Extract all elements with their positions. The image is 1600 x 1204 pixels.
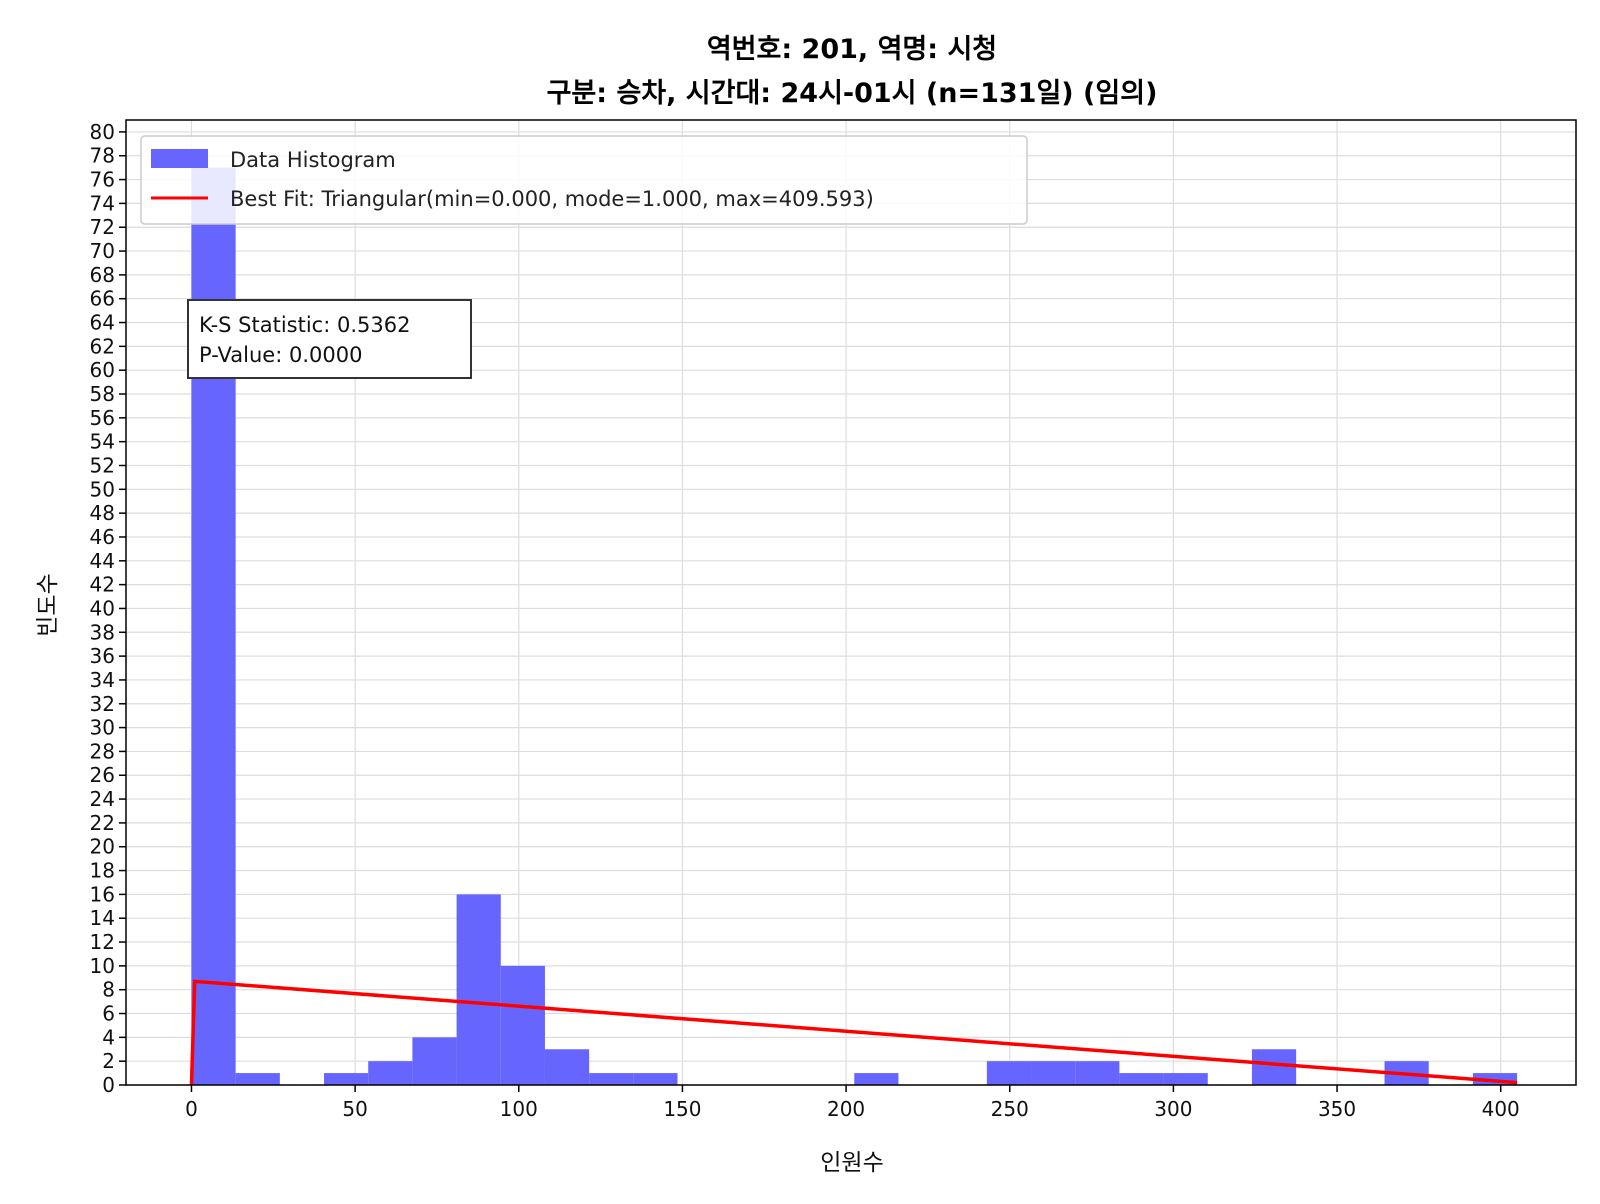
y-tick-label: 12 [90, 930, 115, 954]
y-tick-label: 16 [90, 882, 115, 906]
y-tick-label: 14 [90, 906, 115, 930]
ks-statistic-text: K-S Statistic: 0.5362 [199, 313, 410, 337]
y-tick-label: 70 [90, 239, 115, 263]
histogram-bar [854, 1073, 899, 1085]
y-tick-label: 36 [90, 644, 115, 668]
histogram-bar [544, 1049, 590, 1085]
y-tick-label: 28 [90, 739, 115, 763]
legend: Data Histogram Best Fit: Triangular(min=… [140, 135, 1028, 225]
y-tick-label: 26 [90, 763, 115, 787]
y-tick-label: 24 [90, 787, 115, 811]
stats-box-frame [187, 299, 472, 379]
legend-fit-label: Best Fit: Triangular(min=0.000, mode=1.0… [230, 187, 874, 211]
y-tick-label: 54 [90, 430, 115, 454]
histogram-bar [235, 1073, 280, 1085]
x-axis-ticks: 0 50 100 150 200 250 300 350 400 [185, 1085, 1520, 1121]
y-tick-label: 48 [90, 501, 115, 525]
y-tick-label: 6 [102, 1002, 115, 1026]
histogram-bar [986, 1061, 1032, 1085]
histogram-bar [324, 1073, 369, 1085]
histogram-bar [1251, 1049, 1297, 1085]
y-tick-label: 30 [90, 716, 115, 740]
x-tick-label: 150 [663, 1097, 701, 1121]
y-tick-label: 22 [90, 811, 115, 835]
y-tick-label: 44 [90, 549, 115, 573]
fit-line [189, 979, 1518, 1086]
y-tick-label: 58 [90, 382, 115, 406]
histogram-bar [1031, 1061, 1076, 1085]
x-tick-label: 200 [827, 1097, 865, 1121]
histogram-bar [456, 894, 501, 1085]
histogram-bar [633, 1073, 678, 1085]
stats-box: K-S Statistic: 0.5362 P-Value: 0.0000 [187, 299, 472, 379]
y-tick-label: 68 [90, 263, 115, 287]
x-axis-label: 인원수 [820, 1150, 883, 1176]
y-tick-label: 46 [90, 525, 115, 549]
plot-frame [125, 119, 1577, 1086]
y-tick-label: 42 [90, 573, 115, 597]
y-tick-label: 64 [90, 311, 115, 335]
x-tick-label: 50 [342, 1097, 367, 1121]
y-tick-label: 10 [90, 954, 115, 978]
y-axis-label: 빈도수 [35, 573, 61, 636]
y-tick-label: 52 [90, 453, 115, 477]
chart-title-line-1: 역번호: 201, 역명: 시청 [707, 34, 997, 65]
y-tick-label: 40 [90, 596, 115, 620]
histogram-bar [1163, 1073, 1208, 1085]
legend-histogram-swatch [151, 149, 208, 168]
y-tick-label: 32 [90, 692, 115, 716]
y-tick-label: 2 [102, 1049, 115, 1073]
x-tick-label: 0 [185, 1097, 198, 1121]
histogram-bar [368, 1061, 413, 1085]
y-tick-label: 8 [102, 978, 115, 1002]
histogram-bar [1472, 1073, 1518, 1085]
chart-title-line-2: 구분: 승차, 시간대: 24시-01시 (n=131일) (임의) [547, 78, 1158, 109]
y-tick-label: 78 [90, 144, 115, 168]
histogram-bar [1119, 1073, 1164, 1085]
y-tick-label: 56 [90, 406, 115, 430]
histogram-bar [589, 1073, 634, 1085]
grid-lines [126, 120, 1576, 1086]
y-tick-label: 76 [90, 168, 115, 192]
x-tick-label: 400 [1482, 1097, 1520, 1121]
x-tick-label: 350 [1318, 1097, 1356, 1121]
fit-line-layer [189, 979, 1518, 1086]
y-tick-label: 4 [102, 1025, 115, 1049]
y-axis-ticks: 0246810121416182022242628303234363840424… [90, 120, 126, 1097]
y-tick-label: 80 [90, 120, 115, 144]
histogram-bar [1075, 1061, 1120, 1085]
p-value-text: P-Value: 0.0000 [199, 343, 362, 367]
y-tick-label: 62 [90, 334, 115, 358]
histogram-bar [412, 1037, 457, 1085]
y-tick-label: 72 [90, 215, 115, 239]
x-tick-label: 300 [1154, 1097, 1192, 1121]
y-tick-label: 50 [90, 477, 115, 501]
histogram-bar [500, 965, 545, 1085]
legend-histogram-label: Data Histogram [230, 148, 396, 172]
y-tick-label: 18 [90, 859, 115, 883]
y-tick-label: 66 [90, 287, 115, 311]
y-tick-label: 74 [90, 191, 115, 215]
y-tick-label: 20 [90, 835, 115, 859]
y-tick-label: 0 [102, 1073, 115, 1097]
y-tick-label: 60 [90, 358, 115, 382]
x-tick-label: 100 [500, 1097, 538, 1121]
y-tick-label: 38 [90, 620, 115, 644]
x-tick-label: 250 [991, 1097, 1029, 1121]
y-tick-label: 34 [90, 668, 115, 692]
legend-frame [140, 135, 1028, 225]
